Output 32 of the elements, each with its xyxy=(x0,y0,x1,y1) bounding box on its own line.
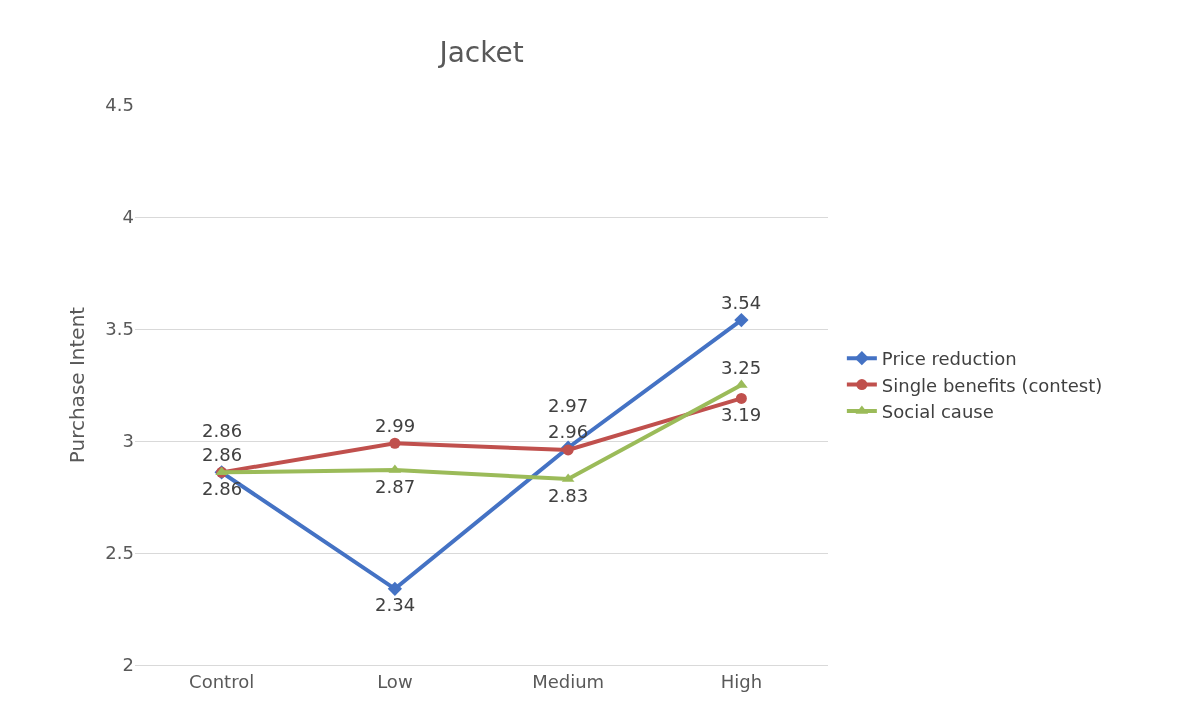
point xyxy=(562,444,574,456)
data-label: 2.87 xyxy=(375,476,416,497)
data-label: 2.83 xyxy=(548,485,589,506)
legend-label: Social cause xyxy=(881,401,994,423)
y-tick-label: 3 xyxy=(122,430,134,452)
x-tick-label: High xyxy=(720,670,763,692)
y-tick-label: 2.5 xyxy=(105,542,134,564)
y-tick-label: 4.5 xyxy=(105,94,134,116)
data-label: 2.34 xyxy=(375,594,416,615)
data-label: 2.97 xyxy=(548,395,589,416)
y-tick-label: 3.5 xyxy=(105,318,134,340)
y-axis-title: Purchase Intent xyxy=(64,306,89,464)
point xyxy=(389,437,401,449)
data-label: 2.99 xyxy=(375,415,416,436)
data-label: 2.96 xyxy=(548,421,589,442)
point xyxy=(734,312,749,328)
data-label: 2.86 xyxy=(202,420,243,441)
point xyxy=(387,581,403,596)
legend-label: Single benefits (contest) xyxy=(881,374,1103,396)
y-tick-label: 2 xyxy=(122,654,134,676)
x-tick-label: Medium xyxy=(532,670,605,692)
data-label: 3.19 xyxy=(721,404,762,425)
y-tick-label: 4 xyxy=(122,206,134,228)
data-label: 2.86 xyxy=(202,444,243,465)
data-label: 2.86 xyxy=(202,478,243,499)
x-tick-label: Control xyxy=(189,670,255,692)
legend-label: Price reduction xyxy=(881,348,1017,370)
data-label: 3.54 xyxy=(721,292,762,313)
chart-title: Jacket xyxy=(437,35,524,69)
data-label: 3.25 xyxy=(721,357,762,378)
point xyxy=(735,392,747,404)
x-tick-label: Low xyxy=(377,670,413,692)
